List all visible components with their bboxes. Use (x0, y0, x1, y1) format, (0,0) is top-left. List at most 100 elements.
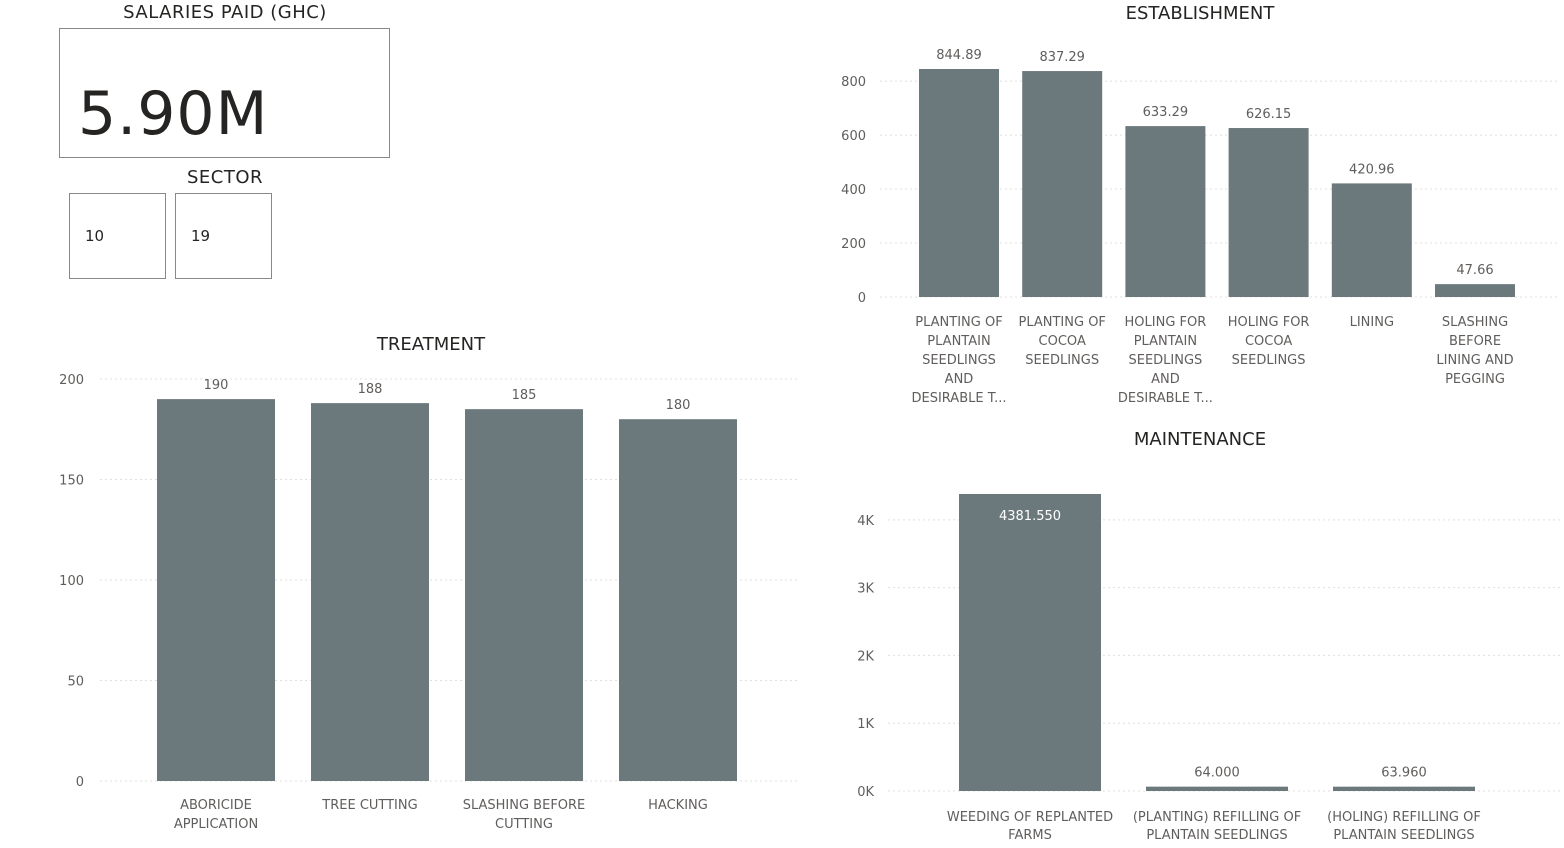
sector-title: SECTOR (186, 167, 264, 188)
y-tick-label: 1K (857, 717, 874, 732)
y-tick-label: 100 (59, 574, 84, 589)
salaries-value: 5.90M (78, 79, 269, 149)
salaries-card: 5.90M (59, 28, 390, 158)
x-tick-label: ABORICIDE APPLICATION (174, 798, 258, 832)
x-tick-label-line: PLANTAIN (1134, 334, 1197, 349)
x-tick-label-line: PLANTING OF (1018, 315, 1105, 330)
y-tick-label: 3K (857, 582, 874, 597)
x-tick-label: WEEDING OF REPLANTED FARMS (947, 810, 1113, 843)
y-tick-label: 2K (857, 649, 874, 664)
bar (157, 399, 275, 781)
x-tick-label-line: FARMS (1008, 828, 1052, 843)
x-tick-label-line: DESIRABLE T... (1118, 391, 1213, 406)
x-tick-label: (HOLING) REFILLING OF PLANTAIN SEEDLINGS (1327, 810, 1481, 843)
x-tick-label-line: PLANTAIN SEEDLINGS (1333, 828, 1474, 843)
chart-title: ESTABLISHMENT (1126, 3, 1276, 24)
y-tick-label: 200 (841, 237, 866, 252)
x-tick-label-line: SEEDLINGS (1232, 353, 1306, 368)
x-tick-label-line: PLANTING OF (915, 315, 1002, 330)
data-label: 64.000 (1194, 766, 1240, 781)
x-tick-label-line: AND (945, 372, 974, 387)
x-tick-label-line: SLASHING (1442, 315, 1508, 330)
x-tick-label-line: CUTTING (495, 817, 553, 832)
y-tick-label: 0 (76, 775, 84, 790)
x-tick-label-line: PLANTAIN (927, 334, 990, 349)
y-tick-label: 0 (858, 291, 866, 306)
x-tick-label-line: DESIRABLE T... (911, 391, 1006, 406)
x-tick-label-line: (PLANTING) REFILLING OF (1133, 810, 1301, 825)
y-tick-label: 200 (59, 373, 84, 388)
y-tick-label: 50 (67, 675, 84, 690)
data-label: 63.960 (1381, 766, 1427, 781)
data-label: 837.29 (1039, 50, 1085, 65)
bar (1333, 786, 1475, 791)
x-tick-label: SLASHING BEFORE CUTTING (463, 798, 586, 832)
bar (1022, 71, 1103, 297)
bar (1331, 183, 1412, 297)
x-tick-label-line: AND (1151, 372, 1180, 387)
x-tick-label: TREE CUTTING (321, 798, 417, 813)
sector-option-label: 19 (191, 227, 211, 245)
bar (919, 69, 999, 297)
y-tick-label: 400 (841, 183, 866, 198)
sector-option-19[interactable]: 19 (175, 193, 272, 279)
y-tick-label: 0K (857, 785, 874, 800)
data-label: 633.29 (1143, 105, 1189, 120)
x-tick-label-line: HOLING FOR (1125, 315, 1207, 330)
data-label: 180 (666, 398, 691, 413)
x-tick-label-line: PEGGING (1445, 372, 1505, 387)
x-tick-label-line: HOLING FOR (1228, 315, 1310, 330)
bar (1435, 284, 1515, 297)
x-tick-label-line: PLANTAIN SEEDLINGS (1146, 828, 1287, 843)
x-tick-label: PLANTING OF COCOA SEEDLINGS (1018, 315, 1105, 368)
data-label: 844.89 (936, 48, 982, 63)
data-label: 626.15 (1246, 107, 1292, 122)
x-tick-label-line: SLASHING BEFORE (463, 798, 586, 813)
bar (1125, 126, 1206, 297)
x-tick-label-line: HACKING (648, 798, 708, 813)
x-tick-label-line: SEEDLINGS (1025, 353, 1099, 368)
x-tick-label-line: LINING (1350, 315, 1394, 330)
bar (1228, 128, 1309, 297)
x-tick-label-line: LINING AND (1436, 353, 1513, 368)
y-tick-label: 600 (841, 129, 866, 144)
data-label: 420.96 (1349, 162, 1395, 177)
data-label: 47.66 (1456, 263, 1493, 278)
data-label: 4381.550 (999, 509, 1061, 524)
x-tick-label-line: BEFORE (1449, 334, 1501, 349)
establishment-chart: ESTABLISHMENT 0 200 400 600 800 844.89 PLANTING… (841, 3, 1560, 406)
sector-option-10[interactable]: 10 (69, 193, 166, 279)
salaries-title: SALARIES PAID (GHC) (123, 2, 327, 23)
chart-title: TREATMENT (376, 334, 486, 355)
data-label: 185 (512, 388, 537, 403)
x-tick-label-line: TREE CUTTING (321, 798, 417, 813)
x-tick-label-line: COCOA (1245, 334, 1292, 349)
x-tick-label-line: APPLICATION (174, 817, 258, 832)
y-tick-label: 800 (841, 75, 866, 90)
bar (311, 403, 429, 781)
maintenance-chart: MAINTENANCE 0K 1K 2K 3K 4K 4381.550 WEEDING OF … (857, 429, 1560, 843)
bar (1146, 786, 1288, 791)
x-tick-label-line: SEEDLINGS (1128, 353, 1202, 368)
bar (619, 419, 737, 781)
x-tick-label-line: (HOLING) REFILLING OF (1327, 810, 1481, 825)
bar (465, 409, 583, 781)
x-tick-label-line: COCOA (1039, 334, 1086, 349)
x-tick-label-line: SEEDLINGS (922, 353, 996, 368)
x-tick-label: HOLING FOR COCOA SEEDLINGS (1228, 315, 1310, 368)
x-tick-label: HACKING (648, 798, 708, 813)
y-tick-label: 4K (857, 514, 874, 529)
treatment-chart: TREATMENT 0 50 100 150 200 190 ABORICIDE APPLICA… (59, 334, 800, 832)
x-tick-label: PLANTING OF PLANTAIN SEEDLINGS AND DESIRABLE… (911, 315, 1006, 406)
x-tick-label-line: ABORICIDE (180, 798, 252, 813)
x-tick-label: (PLANTING) REFILLING OF PLANTAIN SEEDLING… (1133, 810, 1301, 843)
x-tick-label: LINING (1350, 315, 1394, 330)
chart-title: MAINTENANCE (1134, 429, 1266, 450)
bar (959, 494, 1101, 791)
data-label: 188 (358, 382, 383, 397)
sector-option-label: 10 (85, 227, 105, 245)
x-tick-label: SLASHING BEFORE LINING AND PEGGING (1436, 315, 1513, 387)
x-tick-label-line: WEEDING OF REPLANTED (947, 810, 1113, 825)
y-tick-label: 150 (59, 474, 84, 489)
x-tick-label: HOLING FOR PLANTAIN SEEDLINGS AND DESIRABLE … (1118, 315, 1213, 406)
